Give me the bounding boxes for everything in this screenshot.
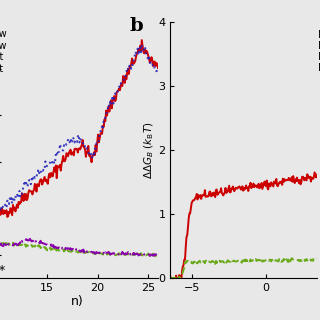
Text: *: *: [0, 264, 5, 276]
Y-axis label: $\Delta\Delta G_B\ (k_\mathrm{B}T)$: $\Delta\Delta G_B\ (k_\mathrm{B}T)$: [142, 122, 156, 179]
Text: b: b: [129, 17, 143, 35]
Legend: NN, slow, NU, slow, NN, fast, NU, fast: NN, slow, NU, slow, NN, fast, NU, fast: [315, 27, 320, 76]
X-axis label: n): n): [71, 295, 84, 308]
Legend: NN, slow, NU, slow, NN, fast, NU, fast: NN, slow, NU, slow, NN, fast, NU, fast: [0, 27, 8, 76]
